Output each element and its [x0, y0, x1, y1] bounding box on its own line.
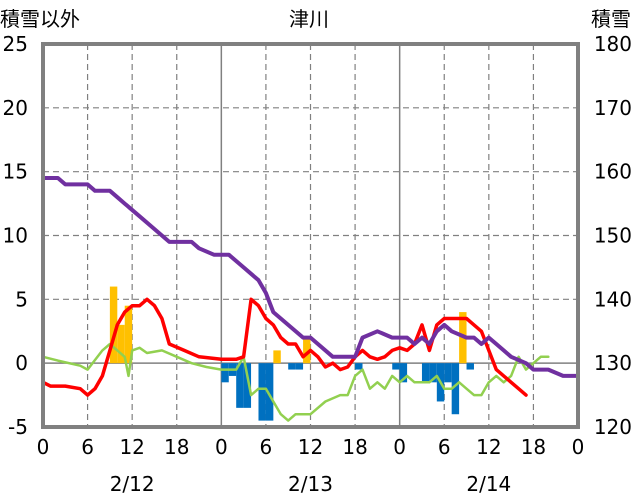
left-tick-label: 20 — [3, 96, 28, 120]
bar — [429, 363, 437, 383]
x-tick-label: 12 — [119, 435, 144, 459]
x-tick-label: 0 — [37, 435, 50, 459]
x-tick-label: 18 — [342, 435, 367, 459]
bar — [392, 363, 400, 370]
right-axis-label: 積雪 — [591, 7, 631, 31]
x-tick-label: 6 — [438, 435, 451, 459]
bar — [273, 350, 281, 364]
left-tick-label: 0 — [15, 351, 28, 375]
bar — [288, 363, 296, 370]
right-tick-label: 130 — [594, 351, 632, 375]
bar — [399, 363, 408, 383]
right-tick-label: 170 — [594, 96, 632, 120]
bar — [221, 363, 229, 383]
bar — [236, 363, 244, 408]
bar — [265, 363, 274, 421]
bar — [295, 363, 304, 370]
right-tick-label: 180 — [594, 32, 632, 56]
right-tick-label: 120 — [594, 415, 632, 439]
day-label: 2/14 — [466, 472, 511, 496]
bar — [117, 324, 125, 364]
left-axis-label: 積雪以外 — [0, 7, 80, 31]
series-line — [41, 342, 550, 422]
right-tick-label: 150 — [594, 224, 632, 248]
series-line — [41, 297, 528, 397]
left-tick-label: 5 — [15, 287, 28, 311]
x-tick-label: 0 — [215, 435, 228, 459]
x-tick-label: 0 — [393, 435, 406, 459]
bar — [243, 363, 252, 408]
bar — [444, 363, 452, 383]
x-tick-label: 18 — [164, 435, 189, 459]
chart-title: 津川 — [289, 7, 329, 31]
x-tick-label: 12 — [476, 435, 501, 459]
left-tick-label: 25 — [3, 32, 28, 56]
x-tick-label: 6 — [81, 435, 94, 459]
series-line — [41, 176, 580, 378]
x-tick-label: 18 — [521, 435, 546, 459]
bar — [355, 363, 363, 370]
bar — [258, 363, 266, 421]
bar — [451, 363, 460, 415]
right-tick-label: 140 — [594, 287, 632, 311]
bar — [109, 286, 118, 364]
day-label: 2/12 — [110, 472, 155, 496]
x-tick-label: 6 — [260, 435, 273, 459]
x-tick-label: 0 — [572, 435, 585, 459]
bar-series — [109, 286, 474, 421]
bar — [421, 363, 430, 383]
left-tick-label: 10 — [3, 224, 28, 248]
plot-frame — [41, 42, 580, 429]
left-tick-label: -5 — [8, 415, 28, 439]
left-tick-label: 15 — [3, 160, 28, 184]
bar — [124, 305, 133, 364]
bar — [466, 363, 474, 370]
x-tick-label: 12 — [298, 435, 323, 459]
bar — [303, 337, 311, 364]
right-tick-label: 160 — [594, 160, 632, 184]
day-label: 2/13 — [288, 472, 333, 496]
line-series — [41, 176, 580, 422]
